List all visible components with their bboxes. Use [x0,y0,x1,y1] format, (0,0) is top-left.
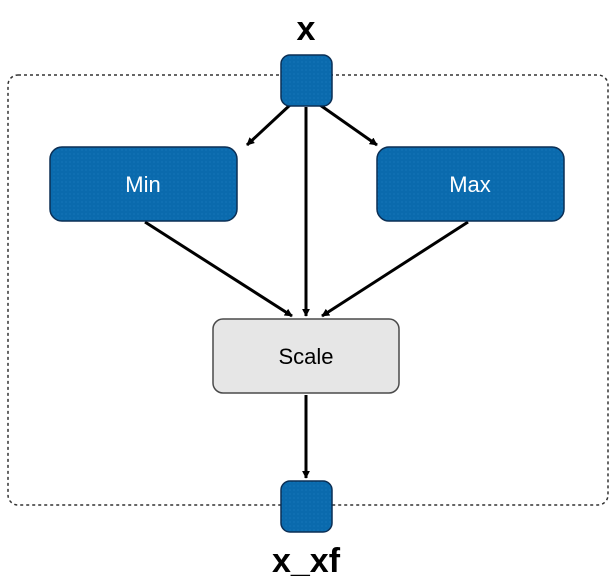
input-label: x [297,10,316,48]
min-node[interactable]: Min [49,146,238,222]
scale-box[interactable] [212,318,400,394]
input-node[interactable]: x [280,10,333,107]
edge-min-to-scale [144,220,293,318]
min-label: Min [125,172,160,197]
max-label: Max [449,172,491,197]
max-node[interactable]: Max [376,146,565,222]
edges [144,103,469,479]
input-port[interactable] [280,54,333,107]
scale-label: Scale [278,344,333,369]
max-box[interactable] [376,146,565,222]
edge-max-to-scale [321,220,469,318]
edge-x-to-max [319,103,378,147]
output-port[interactable] [280,480,333,533]
min-box[interactable] [49,146,238,222]
scale-node[interactable]: Scale [212,318,400,394]
output-label: x_xf [272,542,341,580]
transform-group-border [7,74,609,506]
edge-x-to-min [245,103,292,147]
output-node[interactable]: x_xf [272,480,341,580]
